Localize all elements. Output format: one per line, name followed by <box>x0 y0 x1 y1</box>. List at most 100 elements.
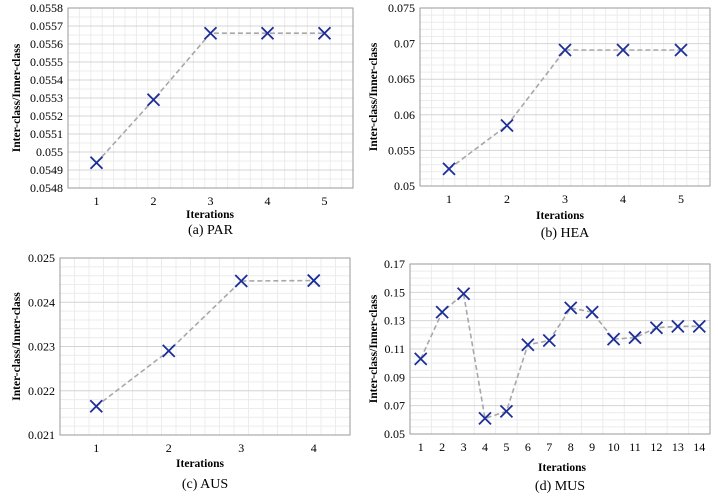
data-point-marker <box>442 162 456 176</box>
chart-panel-aus: 0.021 0.022 0.023 0.024 0.025 1 2 3 4 Iterations I… <box>0 250 355 500</box>
y-tick-label: 0.025 <box>28 251 55 265</box>
x-tick-label: 1 <box>94 194 100 208</box>
data-point-marker <box>564 301 578 315</box>
y-tick-label: 0.17 <box>384 257 405 271</box>
data-point-marker <box>307 273 321 288</box>
series-line <box>95 279 314 407</box>
x-tick-label: 12 <box>650 440 662 454</box>
x-tick-label: 4 <box>482 440 488 454</box>
plot-frame <box>67 7 354 189</box>
x-tick-label: 1 <box>446 192 452 206</box>
y-axis-label: Inter-class/Inner-class <box>11 292 23 401</box>
y-tick-label: 0.05 <box>384 427 405 441</box>
y-tick-label: 0.055 <box>388 143 415 157</box>
data-point-marker <box>558 43 572 57</box>
caption-aus: (c) AUS <box>181 477 229 492</box>
y-tick-label: 0.07 <box>394 37 415 51</box>
x-tick-label: 6 <box>525 440 531 454</box>
series-line <box>448 49 681 170</box>
plot-frame <box>409 263 711 435</box>
x-tick-label: 9 <box>589 440 595 454</box>
y-tick-label: 0.13 <box>384 314 405 328</box>
data-point-marker <box>234 274 248 288</box>
x-tick-label: 1 <box>418 440 424 454</box>
y-axis-label: Inter-class/Inner-class <box>368 42 380 151</box>
data-point-marker <box>649 321 664 335</box>
data-point-marker <box>674 43 688 57</box>
x-tick-label: 5 <box>678 192 684 206</box>
y-tick-label: 0.0558 <box>30 1 63 15</box>
grid-lines <box>68 8 353 188</box>
x-tick-label: 10 <box>608 440 620 454</box>
chart-hea: 0.05 0.055 0.06 0.065 0.07 0.075 1 2 3 4 5 Iteratio… <box>368 1 711 222</box>
y-tick-label: 0.022 <box>28 384 55 398</box>
y-tick-label: 0.05 <box>394 179 415 193</box>
caption-hea: (b) HEA <box>540 226 590 241</box>
data-point-marker <box>478 411 492 426</box>
x-tick-label: 4 <box>311 441 317 455</box>
data-point-marker <box>317 26 332 40</box>
chart-panel-hea: 0.05 0.055 0.06 0.065 0.07 0.075 1 2 3 4 5 Iteratio… <box>360 0 718 245</box>
y-tick-label: 0.0549 <box>30 163 63 177</box>
data-point-marker <box>521 338 535 352</box>
data-point-marker <box>456 287 471 301</box>
data-point-marker <box>162 344 176 358</box>
x-tick-label: 4 <box>265 194 271 208</box>
x-axis-label: Iterations <box>536 210 584 222</box>
data-point-marker <box>89 399 103 413</box>
x-tick-label: 5 <box>503 440 509 454</box>
x-tick-label: 3 <box>238 441 244 455</box>
chart-par: 0.0548 0.0549 0.055 0.0551 0.0552 0.0553 0.055… <box>11 1 354 221</box>
data-point-marker <box>671 319 685 333</box>
data-point-marker <box>585 305 599 319</box>
chart-aus: 0.021 0.022 0.023 0.024 0.025 1 2 3 4 Iterations I… <box>11 251 351 470</box>
grid-lines <box>420 8 710 186</box>
y-axis-label: Inter-class/Inner-class <box>368 294 380 403</box>
x-tick-label: 7 <box>546 440 552 454</box>
data-point-marker <box>435 305 449 319</box>
x-axis-label: Iterations <box>176 458 224 470</box>
x-tick-label: 8 <box>568 440 574 454</box>
x-tick-label: 5 <box>322 194 328 208</box>
y-tick-label: 0.0552 <box>30 109 63 123</box>
y-tick-label: 0.09 <box>384 370 405 384</box>
x-tick-label: 3 <box>208 194 214 208</box>
data-point-marker <box>89 156 104 170</box>
x-axis-label: Iterations <box>186 209 234 221</box>
y-tick-label: 0.021 <box>28 428 55 442</box>
y-tick-label: 0.0551 <box>30 127 63 141</box>
x-tick-label: 3 <box>461 440 467 454</box>
x-tick-label: 2 <box>439 440 445 454</box>
y-tick-label: 0.075 <box>388 1 415 15</box>
x-axis-label: Iterations <box>538 462 586 474</box>
x-tick-label: 14 <box>693 440 705 454</box>
y-tick-label: 0.055 <box>36 145 63 159</box>
x-tick-label: 11 <box>629 440 641 454</box>
x-tick-label: 2 <box>166 441 172 455</box>
y-tick-label: 0.0557 <box>30 19 63 33</box>
data-point-marker <box>414 352 428 366</box>
data-point-marker <box>500 118 514 133</box>
y-tick-label: 0.11 <box>384 342 405 356</box>
y-tick-label: 0.0553 <box>30 91 63 105</box>
data-point-marker <box>692 319 706 333</box>
y-tick-label: 0.0554 <box>30 73 63 87</box>
plot-frame <box>59 257 351 436</box>
y-tick-label: 0.0555 <box>30 55 63 69</box>
plot-frame <box>419 7 711 187</box>
data-point-marker <box>628 331 642 345</box>
grid-lines <box>60 258 350 435</box>
y-axis-label: Inter-class/Inner-class <box>11 43 23 152</box>
caption-mus: (d) MUS <box>534 479 586 494</box>
data-point-marker <box>542 333 556 348</box>
x-tick-label: 2 <box>504 192 510 206</box>
y-tick-label: 0.07 <box>384 399 405 413</box>
y-tick-label: 0.024 <box>28 295 55 309</box>
series-line <box>419 292 700 420</box>
y-tick-label: 0.0556 <box>30 37 63 51</box>
data-point-marker <box>499 404 514 418</box>
chart-panel-mus: 0.05 0.07 0.09 0.11 0.13 0.15 0.17 1 2 3 4 5 6 7 8 9 10 1… <box>360 250 718 500</box>
y-tick-label: 0.065 <box>388 72 415 86</box>
data-point-marker <box>146 93 161 107</box>
data-point-marker <box>616 43 630 57</box>
